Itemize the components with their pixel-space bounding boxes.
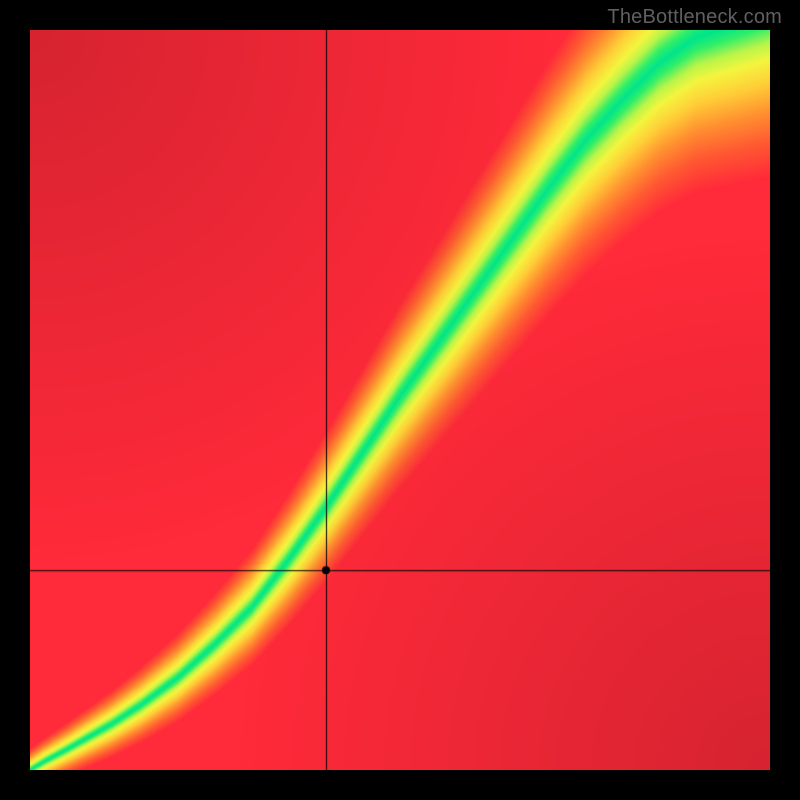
heatmap-canvas [30,30,770,770]
heatmap-plot [30,30,770,770]
chart-container: TheBottleneck.com [0,0,800,800]
watermark-label: TheBottleneck.com [607,6,782,29]
